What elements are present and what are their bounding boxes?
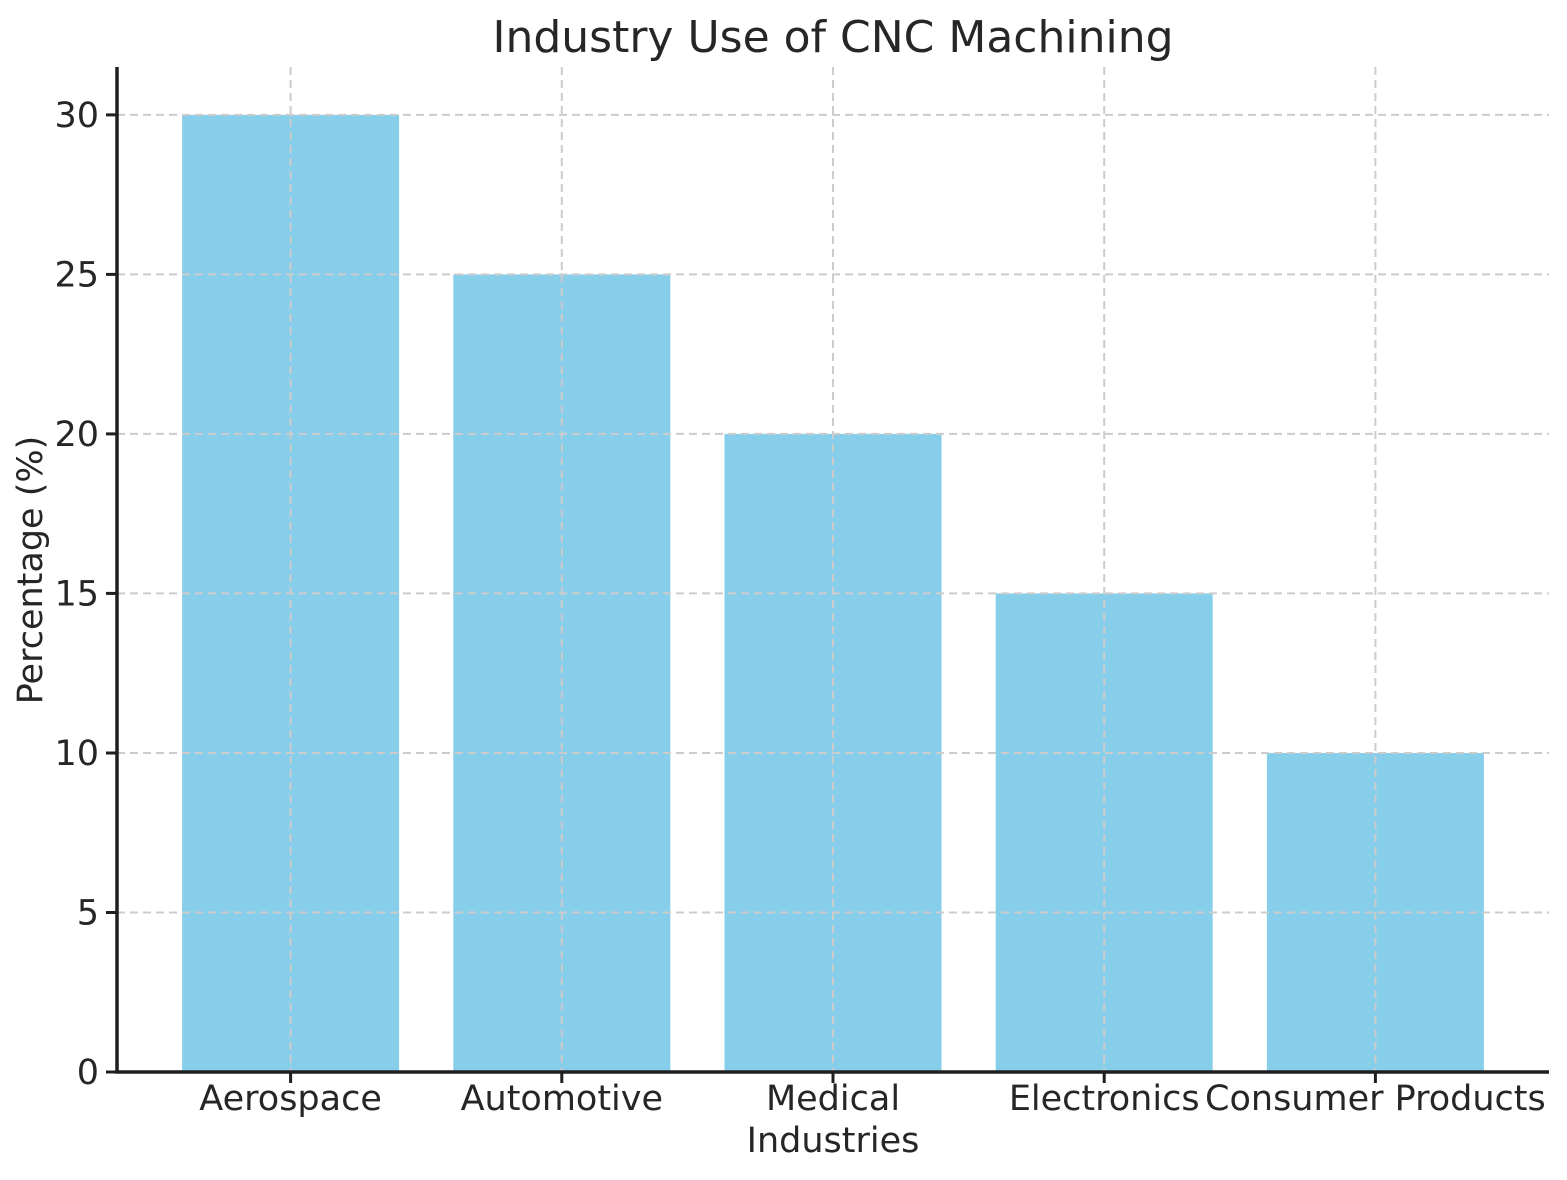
- x-tick-label-automotive: Automotive: [461, 1079, 663, 1119]
- y-tick-label-5: 5: [77, 894, 99, 934]
- x-tick-label-medical: Medical: [766, 1079, 900, 1119]
- x-tick-label-aerospace: Aerospace: [199, 1079, 382, 1119]
- axes-group: [106, 67, 1549, 1083]
- x-tick-label-consumer-products: Consumer Products: [1205, 1079, 1546, 1119]
- x-axis-label: Industries: [747, 1121, 920, 1161]
- chart-title: Industry Use of CNC Machining: [492, 12, 1173, 63]
- tick-labels-group: 0 5 10 15 20 25 30 Aerospace Automotive Medical El…: [54, 96, 1545, 1119]
- y-tick-label-20: 20: [54, 415, 99, 455]
- y-tick-label-15: 15: [54, 574, 99, 614]
- y-tick-label-10: 10: [54, 734, 99, 774]
- y-tick-label-0: 0: [77, 1053, 99, 1093]
- y-axis-label: Percentage (%): [11, 436, 51, 705]
- y-tick-label-25: 25: [54, 255, 99, 295]
- y-tick-label-30: 30: [54, 96, 99, 136]
- x-tick-label-electronics: Electronics: [1009, 1079, 1200, 1119]
